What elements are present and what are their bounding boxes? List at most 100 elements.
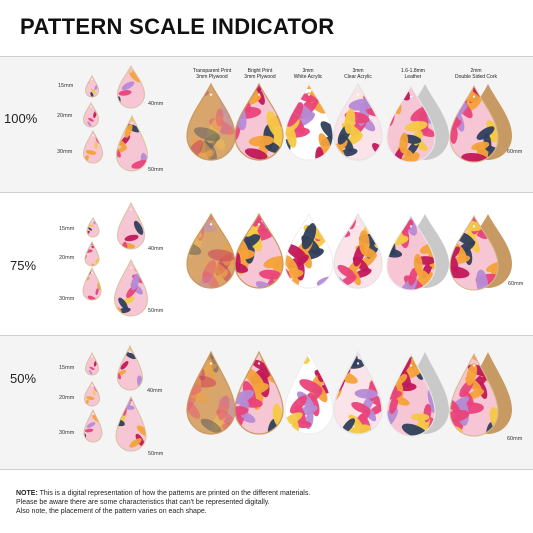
teardrop-outline [82, 129, 104, 164]
hole [209, 223, 213, 226]
hole [130, 71, 132, 73]
size-label-20mm: 20mm [59, 395, 75, 401]
hole [130, 267, 132, 269]
hole [91, 384, 93, 387]
size-label-15mm: 15mm [58, 83, 74, 89]
teardrop-piece [235, 352, 283, 434]
hole [257, 93, 261, 96]
teardrop-outline [116, 201, 146, 250]
hole [472, 95, 476, 98]
hole [356, 362, 360, 365]
size-label-60mm: 60mm [508, 281, 524, 287]
size-label-60mm: 60mm [507, 149, 523, 155]
scale-label-75: 75% [10, 258, 37, 273]
teardrop-outline [333, 212, 383, 289]
hole [91, 355, 93, 357]
material-label-transparent-plywood: Transparent Print 3mm Plywood [192, 68, 232, 80]
divider [0, 192, 533, 193]
size-label-50mm: 50mm [148, 308, 164, 314]
size-label-15mm: 15mm [59, 365, 75, 371]
teardrop-outline [84, 351, 100, 376]
teardrop-outline [386, 214, 436, 291]
hole [92, 219, 94, 222]
teardrop-piece [334, 84, 382, 160]
teardrop-piece [187, 352, 235, 434]
teardrop-outline [333, 82, 383, 161]
teardrop-outline [83, 380, 101, 407]
hole [131, 122, 133, 125]
hole [209, 362, 213, 365]
teardrop-outline [234, 212, 284, 289]
hole [90, 105, 92, 108]
teardrop-outline [284, 212, 334, 289]
divider [0, 335, 533, 336]
hole [409, 95, 413, 98]
size-label-50mm: 50mm [148, 451, 164, 457]
scale-label-100: 100% [4, 111, 38, 126]
teardrop-outline [186, 350, 236, 435]
teardrop-outline [116, 64, 146, 109]
teardrop-outline [449, 84, 499, 163]
hole [129, 351, 131, 353]
teardrop-outline [234, 350, 284, 435]
teardrop-outline [234, 82, 284, 161]
size-label-30mm: 30mm [57, 149, 73, 155]
size-label-20mm: 20mm [57, 113, 73, 119]
divider [0, 56, 533, 57]
material-label-clear-acrylic: 3mm Clear Acrylic [344, 68, 372, 80]
teardrop-outline [115, 114, 149, 172]
size-label-40mm: 40mm [148, 101, 164, 107]
hole [409, 225, 413, 228]
size-label-50mm: 50mm [148, 167, 164, 173]
note-prefix: NOTE: [16, 490, 38, 497]
note: NOTE: This is a digital representation o… [16, 489, 516, 516]
teardrop-outline [82, 101, 100, 128]
hole [472, 225, 476, 228]
hole [472, 364, 476, 367]
hole [409, 364, 413, 367]
note-line-3: Also note, the placement of the pattern … [16, 508, 207, 515]
hole [257, 362, 261, 365]
size-label-40mm: 40mm [147, 388, 163, 394]
hole [91, 78, 93, 80]
hole [356, 223, 360, 226]
teardrop-outline [86, 216, 100, 238]
hole [130, 208, 132, 211]
scale-label-50: 50% [10, 371, 37, 386]
size-label-40mm: 40mm [148, 246, 164, 252]
teardrop-piece [117, 203, 145, 249]
hole [91, 271, 93, 274]
teardrop-outline [115, 395, 147, 452]
size-label-20mm: 20mm [59, 255, 75, 261]
size-label-30mm: 30mm [59, 430, 75, 436]
size-label-60mm: 60mm [507, 436, 523, 442]
teardrop-outline [333, 350, 383, 435]
hole [307, 223, 311, 226]
size-label-30mm: 30mm [59, 296, 75, 302]
teardrop-piece [116, 397, 146, 451]
teardrop-outline [84, 240, 100, 267]
teardrop-outline [113, 258, 149, 317]
teardrop-outline [284, 350, 334, 435]
note-line-2: Please be aware there are some character… [16, 499, 270, 506]
hole [257, 223, 261, 226]
teardrop-outline [84, 74, 100, 98]
hole [130, 403, 132, 406]
material-label-bright-plywood: Bright Print 3mm Plywood [244, 68, 276, 80]
material-label-leather: 1.6-1.8mm Leather [401, 68, 425, 80]
hole [92, 413, 94, 416]
divider [0, 469, 533, 470]
teardrop-outline [82, 266, 102, 301]
teardrop-outline [116, 344, 144, 391]
teardrop-outline [284, 82, 334, 161]
teardrop-outline [83, 408, 103, 443]
teardrop-piece [450, 216, 498, 290]
hole [209, 93, 213, 96]
page-title: PATTERN SCALE INDICATOR [20, 14, 335, 39]
note-line-1: This is a digital representation of how … [37, 490, 311, 497]
teardrop-piece [387, 354, 435, 436]
hole [307, 362, 311, 365]
hole [92, 134, 94, 137]
hole [356, 93, 360, 96]
